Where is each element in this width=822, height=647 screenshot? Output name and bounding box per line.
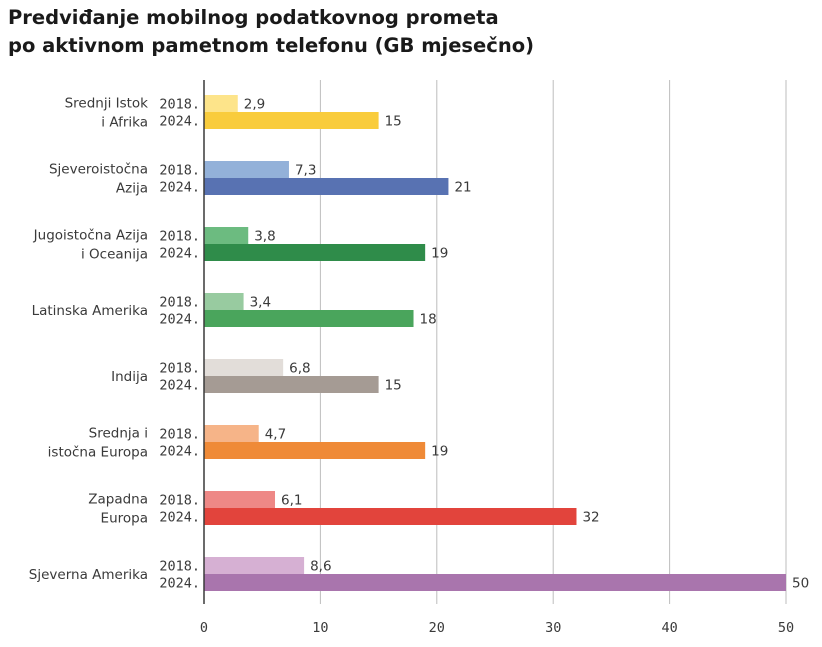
bar-5-1 xyxy=(204,442,426,459)
category-label-6-1: Europa xyxy=(101,511,148,527)
year-label-6-0: 2018. xyxy=(159,493,200,509)
bar-3-0 xyxy=(204,293,244,310)
x-tick-label-4: 40 xyxy=(661,620,677,636)
bar-1-1 xyxy=(204,178,449,195)
year-label-0-0: 2018. xyxy=(159,97,200,113)
category-label-2-0: Jugoistočna Azija xyxy=(33,228,148,244)
x-tick-label-1: 10 xyxy=(312,620,328,636)
value-label-1-1: 21 xyxy=(454,180,471,196)
value-label-5-1: 19 xyxy=(431,444,448,460)
category-label-1-0: Sjeveroistočna xyxy=(49,162,148,178)
value-label-2-1: 19 xyxy=(431,246,448,262)
year-label-4-1: 2024. xyxy=(159,378,200,394)
category-label-3-0: Latinska Amerika xyxy=(32,303,148,319)
value-label-5-0: 4,7 xyxy=(265,427,286,443)
bar-2-1 xyxy=(204,244,426,261)
value-label-4-0: 6,8 xyxy=(289,361,310,377)
year-label-6-1: 2024. xyxy=(159,510,200,526)
value-label-1-0: 7,3 xyxy=(295,163,316,179)
bar-4-1 xyxy=(204,376,379,393)
category-label-5-1: istočna Europa xyxy=(48,445,148,461)
year-label-4-0: 2018. xyxy=(159,361,200,377)
value-label-7-1: 50 xyxy=(792,576,809,592)
x-tick-label-2: 20 xyxy=(429,620,445,636)
category-label-7-0: Sjeverna Amerika xyxy=(29,567,148,583)
year-label-7-0: 2018. xyxy=(159,559,200,575)
value-label-4-1: 15 xyxy=(385,378,402,394)
category-label-0-0: Srednji Istok xyxy=(65,96,149,112)
year-label-3-0: 2018. xyxy=(159,295,200,311)
category-label-4-0: Indija xyxy=(111,369,148,385)
value-label-6-1: 32 xyxy=(582,510,599,526)
category-label-2-1: i Oceanija xyxy=(81,247,148,263)
x-tick-label-0: 0 xyxy=(200,620,208,636)
value-label-7-0: 8,6 xyxy=(310,559,331,575)
bar-7-1 xyxy=(204,574,786,591)
x-tick-label-5: 50 xyxy=(778,620,794,636)
year-label-0-1: 2024. xyxy=(159,114,200,130)
year-label-5-0: 2018. xyxy=(159,427,200,443)
bar-5-0 xyxy=(204,425,259,442)
year-label-1-0: 2018. xyxy=(159,163,200,179)
value-label-6-0: 6,1 xyxy=(281,493,302,509)
year-label-3-1: 2024. xyxy=(159,312,200,328)
bar-6-1 xyxy=(204,508,577,525)
bar-7-0 xyxy=(204,557,305,574)
value-label-2-0: 3,8 xyxy=(254,229,275,245)
year-label-7-1: 2024. xyxy=(159,576,200,592)
bar-0-0 xyxy=(204,95,238,112)
year-label-1-1: 2024. xyxy=(159,180,200,196)
category-label-1-1: Azija xyxy=(116,181,148,197)
chart-title-line-2: po aktivnom pametnom telefonu (GB mjeseč… xyxy=(8,34,535,57)
value-label-3-0: 3,4 xyxy=(250,295,271,311)
category-label-5-0: Srednja i xyxy=(89,426,148,442)
year-label-2-1: 2024. xyxy=(159,246,200,262)
category-label-0-1: i Afrika xyxy=(101,115,148,131)
bar-2-0 xyxy=(204,227,249,244)
bar-1-0 xyxy=(204,161,289,178)
value-label-0-1: 15 xyxy=(385,114,402,130)
year-label-5-1: 2024. xyxy=(159,444,200,460)
bar-4-0 xyxy=(204,359,284,376)
chart-title: Predviđanje mobilnog podatkovnog prometa… xyxy=(8,4,534,60)
value-label-0-0: 2,9 xyxy=(244,97,265,113)
category-label-6-0: Zapadna xyxy=(88,492,148,508)
bar-0-1 xyxy=(204,112,379,129)
bar-6-0 xyxy=(204,491,276,508)
year-label-2-0: 2018. xyxy=(159,229,200,245)
chart-title-line-1: Predviđanje mobilnog podatkovnog prometa xyxy=(8,6,499,29)
bar-3-1 xyxy=(204,310,414,327)
value-label-3-1: 18 xyxy=(420,312,437,328)
x-tick-label-3: 30 xyxy=(545,620,561,636)
